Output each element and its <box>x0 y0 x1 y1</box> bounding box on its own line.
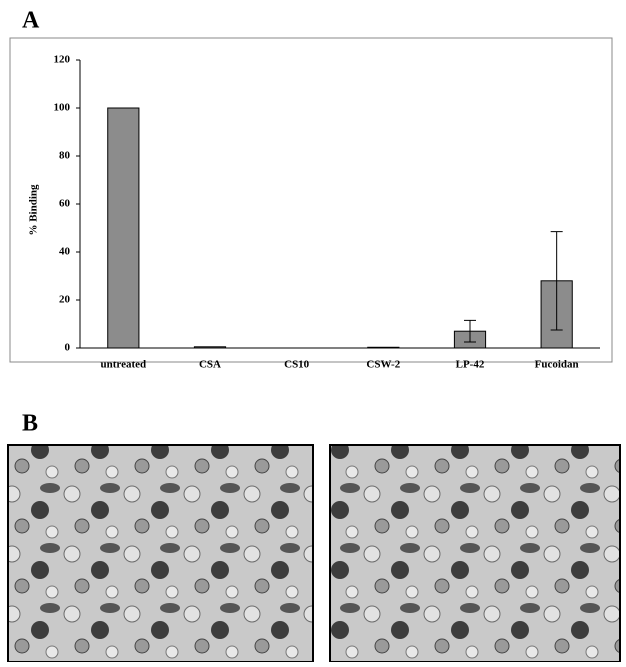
x-tick-label: untreated <box>101 359 147 371</box>
x-tick-label: CSA <box>199 359 221 371</box>
panel-label: B <box>22 411 38 437</box>
chart-frame <box>9 37 613 363</box>
y-tick-label: 20 <box>59 294 71 306</box>
x-tick-label: Fucoidan <box>535 359 579 371</box>
y-axis-label: % Binding <box>28 184 40 236</box>
bar <box>367 346 400 349</box>
y-tick-label: 80 <box>59 150 71 162</box>
micrograph <box>7 444 314 663</box>
y-tick-label: 40 <box>59 246 71 258</box>
x-tick-label: CSW-2 <box>366 359 400 371</box>
y-tick-label: 0 <box>65 342 71 354</box>
y-tick-label: 60 <box>59 198 71 210</box>
bar <box>107 107 140 349</box>
error-bar <box>464 319 476 343</box>
x-tick-label: CS10 <box>284 359 310 371</box>
x-tick-label: LP-42 <box>456 359 485 371</box>
panel-label: A <box>22 8 40 34</box>
y-tick-label: 120 <box>54 54 71 66</box>
error-bar <box>550 231 563 331</box>
y-tick-label: 100 <box>54 102 71 114</box>
bar <box>193 346 227 349</box>
micrograph <box>329 444 621 663</box>
